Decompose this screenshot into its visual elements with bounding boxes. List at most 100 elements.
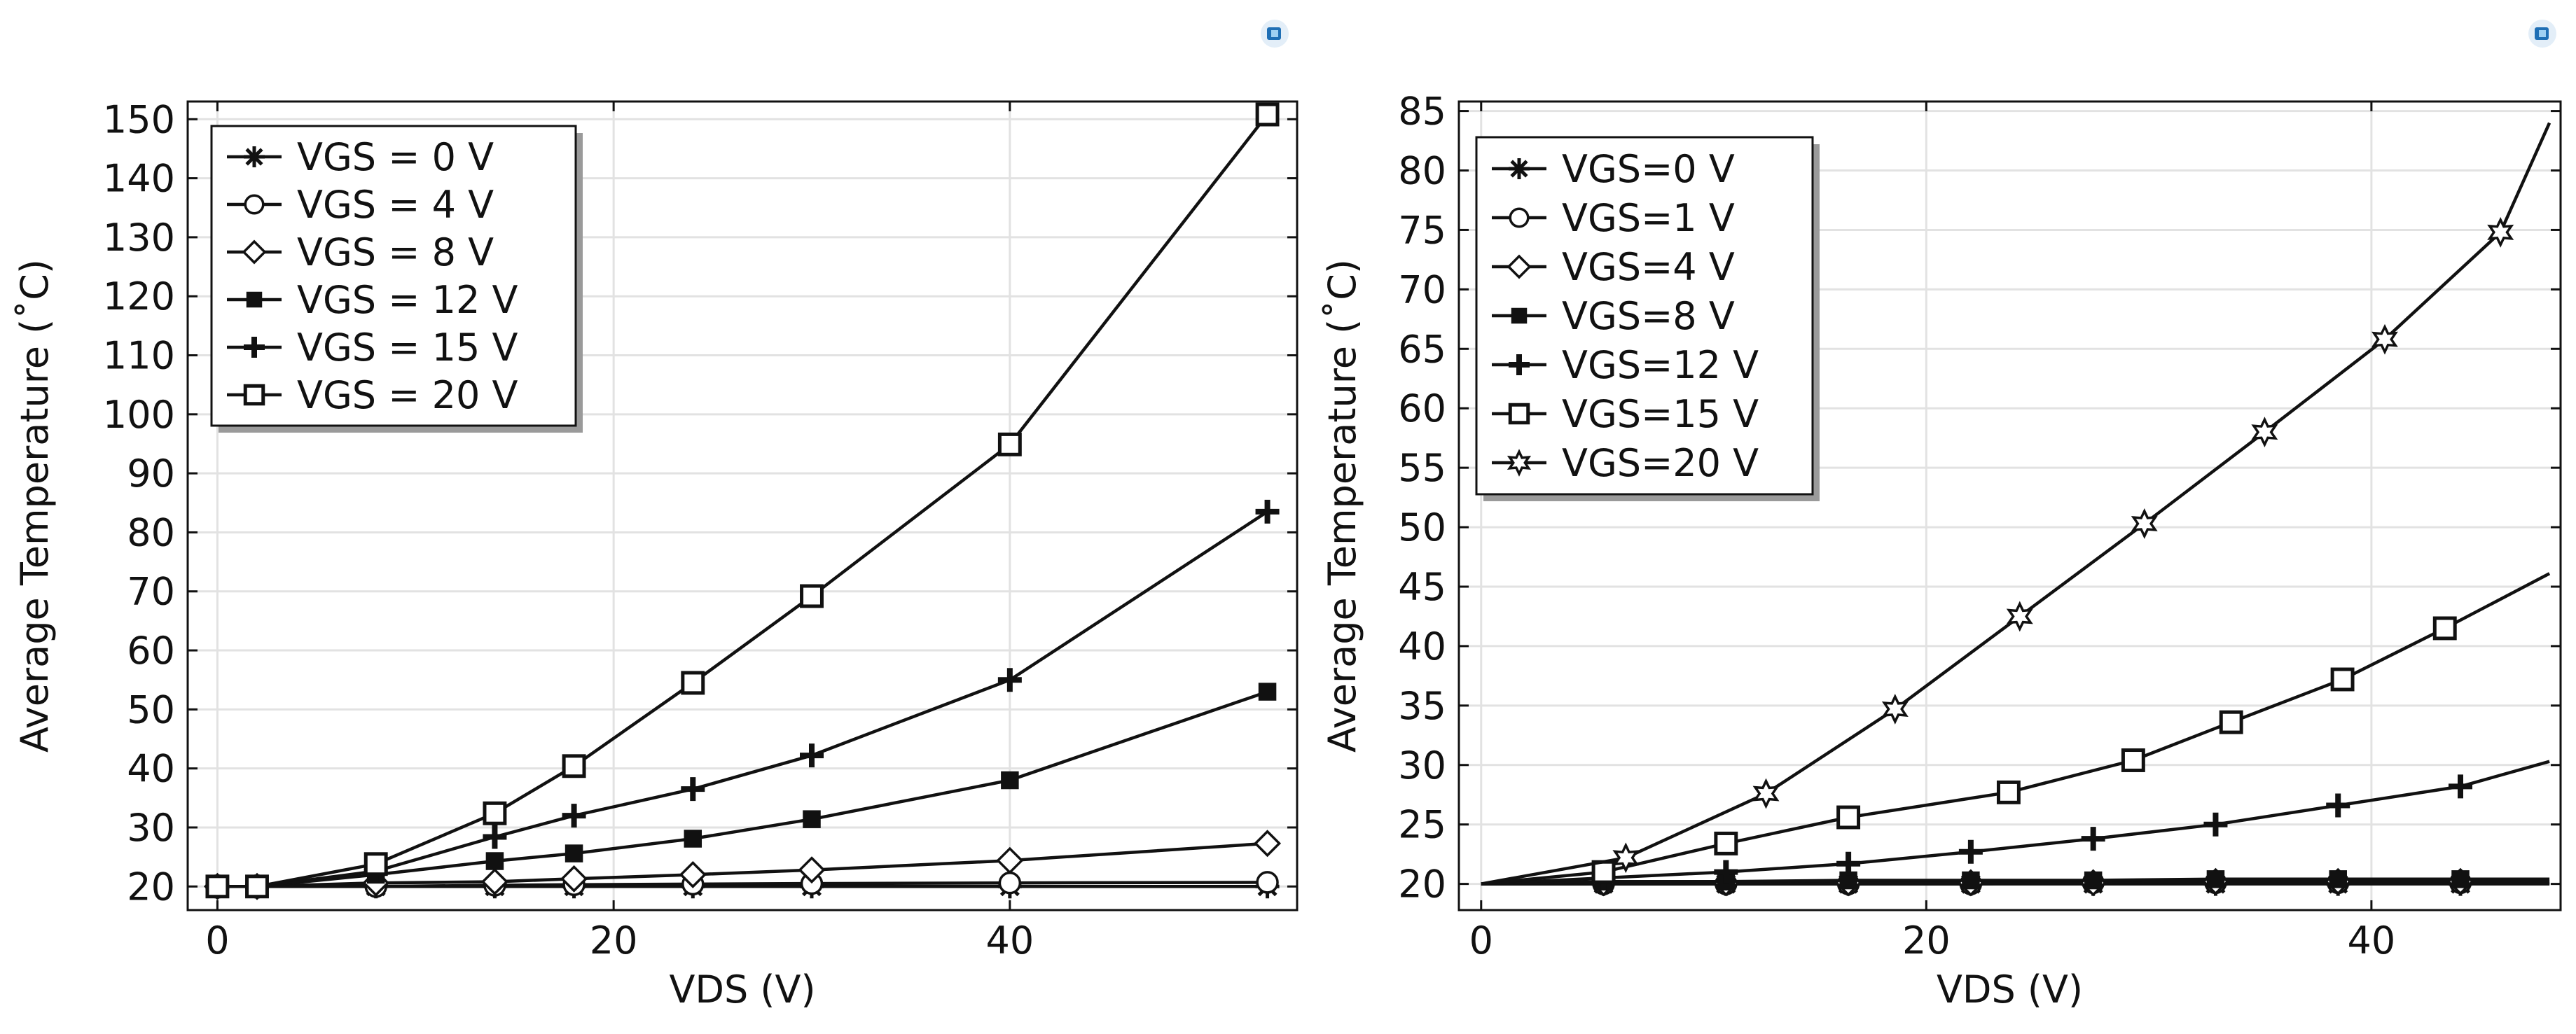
legend-item: VGS = 4 V (227, 183, 494, 227)
legend-label: VGS=8 V (1562, 294, 1735, 338)
plus-marker (1714, 860, 1738, 884)
diamond-marker (1507, 254, 1532, 279)
square-marker (1714, 831, 1738, 855)
square-marker (1836, 805, 1861, 830)
y-tick-label: 40 (1398, 624, 1446, 669)
x-tick-label: 40 (985, 918, 1034, 963)
export-badge-icon[interactable] (2528, 20, 2556, 48)
diamond-marker (996, 846, 1024, 874)
plus-marker (562, 804, 586, 828)
y-tick-label: 55 (1398, 446, 1446, 490)
legend-item: VGS = 15 V (227, 326, 518, 370)
legend-item: VGS=12 V (1492, 343, 1759, 387)
series-7 (1481, 122, 2551, 886)
square-marker (1508, 403, 1530, 425)
filled-square-marker (2206, 870, 2225, 888)
star-marker (2487, 216, 2514, 248)
series-line (1481, 877, 2550, 886)
y-tick-label: 20 (127, 865, 175, 909)
plus-marker (2449, 774, 2472, 799)
square-marker (1591, 860, 1616, 884)
legend-item: VGS=15 V (1492, 392, 1759, 436)
square-marker (2432, 616, 2457, 641)
series-line (1481, 760, 2550, 886)
legend-label: VGS = 0 V (297, 135, 494, 179)
plus-marker (483, 825, 507, 849)
y-tick-label: 75 (1398, 208, 1446, 252)
y-tick-label: 150 (103, 97, 175, 141)
legend-item: VGS = 12 V (227, 278, 518, 322)
export-badge-icon[interactable] (1261, 20, 1289, 48)
legend-label: VGS=15 V (1562, 392, 1759, 436)
y-tick-label: 60 (1398, 386, 1446, 431)
legend-label: VGS = 15 V (297, 326, 518, 370)
axes-frame (186, 100, 1299, 911)
square-marker (2121, 748, 2145, 772)
filled-square-marker (1258, 683, 1277, 701)
y-axis-label: Average Temperature (˚C) (13, 259, 57, 753)
star-marker (2006, 601, 2033, 632)
square-marker (1996, 780, 2021, 804)
square-marker (681, 671, 705, 695)
legend-label: VGS=0 V (1562, 147, 1735, 191)
y-tick-label: 35 (1398, 684, 1446, 728)
legend-label: VGS = 12 V (297, 278, 518, 322)
asterisk-marker (1509, 158, 1530, 179)
y-tick-label: 140 (103, 157, 175, 201)
filled-square-marker (1962, 871, 1980, 890)
legend-box (210, 125, 577, 427)
y-tick-label: 80 (1398, 149, 1446, 193)
chart-panel-1: 20 30 40 50 60 70 80 90 100 110 120 130 140 150 0 20 40 V… (13, 97, 1299, 1012)
y-tick-label: 90 (127, 452, 175, 496)
filled-square-marker (1001, 771, 1019, 790)
y-tick-label: 85 (1398, 90, 1446, 134)
legend-item: VGS=4 V (1492, 245, 1735, 289)
star-marker (2371, 323, 2398, 355)
series-line (1481, 122, 2551, 886)
y-tick-label: 70 (127, 570, 175, 614)
plus-marker (997, 668, 1022, 692)
legend-item: VGS=20 V (1492, 441, 1759, 485)
filled-square-marker (803, 810, 821, 828)
plus-marker (2326, 793, 2350, 818)
y-tick-label: 50 (127, 687, 175, 732)
star-marker (1612, 842, 1640, 874)
legend-item: VGS=0 V (1492, 147, 1735, 191)
square-marker (997, 432, 1022, 456)
diamond-marker (242, 239, 267, 265)
square-marker (2219, 710, 2243, 734)
diamond-marker (560, 865, 588, 893)
legend-label: VGS=12 V (1562, 343, 1759, 387)
legend-label: VGS = 4 V (297, 183, 494, 227)
legend-item: VGS = 20 V (227, 373, 518, 417)
star-marker (1507, 449, 1532, 477)
x-axis-label: VDS (V) (669, 967, 815, 1012)
star-marker (1752, 778, 1780, 809)
plus-marker (244, 337, 265, 358)
filled-square-marker (2084, 871, 2103, 890)
legend-label: VGS = 8 V (297, 230, 494, 274)
star-marker (2131, 508, 2158, 539)
x-tick-label: 20 (1902, 918, 1951, 963)
legend-label: VGS=20 V (1562, 441, 1759, 485)
square-marker (562, 754, 586, 778)
diamond-marker (798, 856, 826, 884)
y-axis-label: Average Temperature (˚C) (1320, 259, 1364, 753)
axes-frame (1457, 100, 2562, 911)
filled-square-marker (485, 852, 504, 870)
y-tick-label: 50 (1398, 505, 1446, 550)
plus-marker (2203, 812, 2228, 837)
filled-square-marker (684, 830, 702, 848)
filled-square-marker (246, 291, 263, 308)
square-marker (245, 874, 269, 899)
x-axis-label: VDS (V) (1937, 967, 2083, 1012)
circle-marker (244, 194, 265, 215)
diamond-marker (1254, 830, 1282, 858)
plus-marker (800, 743, 824, 768)
x-tick-label: 0 (1469, 918, 1493, 963)
square-marker (243, 384, 265, 406)
y-tick-label: 80 (127, 510, 175, 554)
square-marker (483, 801, 507, 825)
plus-marker (1255, 499, 1280, 524)
